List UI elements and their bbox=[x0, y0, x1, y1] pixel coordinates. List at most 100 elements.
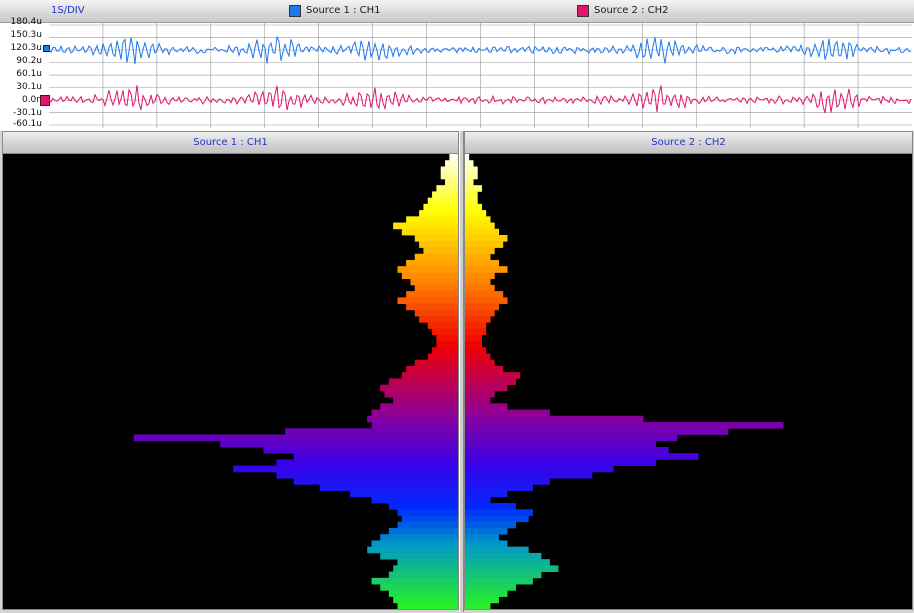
right-spectrum-plot[interactable] bbox=[465, 154, 912, 610]
spectrum-bar bbox=[293, 478, 459, 485]
spectrum-bar bbox=[465, 340, 482, 348]
spectrum-bar bbox=[414, 235, 458, 242]
y-tick: 30.1u bbox=[16, 82, 42, 92]
spectrum-bar bbox=[427, 322, 459, 329]
source2-legend-label: Source 2 : CH2 bbox=[594, 5, 669, 16]
ch2-color-swatch[interactable] bbox=[577, 5, 589, 17]
spectrum-bar bbox=[432, 328, 458, 336]
waveform-plot[interactable] bbox=[49, 22, 912, 128]
y-tick: 150.3u bbox=[10, 30, 42, 40]
spectrum-bar bbox=[465, 372, 521, 379]
spectrum-bar bbox=[465, 166, 478, 174]
spectrum-bar bbox=[436, 185, 458, 192]
spectrum-bar bbox=[367, 546, 459, 554]
spectrum-bar bbox=[465, 328, 487, 336]
spectrum-bar bbox=[427, 197, 459, 205]
spectrum-bar bbox=[465, 309, 495, 317]
ch1-offset-marker[interactable] bbox=[43, 45, 50, 52]
spectrum-bar bbox=[423, 203, 459, 211]
spectrum-bar bbox=[432, 191, 458, 199]
spectrum-bar bbox=[436, 340, 458, 348]
spectrum-bar bbox=[465, 509, 533, 516]
spectrum-bar bbox=[233, 465, 459, 473]
spectrum-bar bbox=[465, 185, 482, 192]
spectrum-bar bbox=[371, 422, 459, 429]
spectrum-bar bbox=[393, 596, 458, 604]
spectrum-bar bbox=[465, 552, 542, 560]
spectrum-bar bbox=[465, 577, 533, 585]
spectrum-bar bbox=[397, 509, 458, 516]
spectrum-bar bbox=[276, 471, 458, 479]
waveform-header: 1S/DIV Source 1 : CH1 Source 2 : CH2 bbox=[0, 0, 914, 23]
spectrum-bar bbox=[465, 235, 508, 242]
spectrum-bar bbox=[393, 222, 458, 230]
spectrum-bar bbox=[465, 515, 529, 523]
spectrum-bar bbox=[465, 284, 495, 292]
spectrum-bar bbox=[406, 259, 459, 267]
spectrum-bar bbox=[371, 540, 459, 548]
spectrum-bar bbox=[465, 521, 516, 529]
spectrum-bar bbox=[465, 415, 644, 423]
spectrum-bar bbox=[419, 210, 458, 217]
spectrum-bar bbox=[445, 160, 459, 167]
spectrum-bar bbox=[465, 154, 470, 161]
spectrum-panel-left: Source 1 : CH1 bbox=[2, 131, 459, 610]
spectrum-bar bbox=[401, 272, 459, 280]
time-division-label[interactable]: 1S/DIV bbox=[51, 5, 85, 16]
spectrum-bar bbox=[465, 409, 550, 417]
left-spectrum-title: Source 1 : CH1 bbox=[3, 132, 458, 154]
spectrum-bar bbox=[465, 478, 550, 485]
right-spectrum-title: Source 2 : CH2 bbox=[465, 132, 912, 154]
spectrum-panel-right: Source 2 : CH2 bbox=[464, 131, 913, 610]
spectrum-bar bbox=[388, 503, 459, 510]
spectrum-bar bbox=[465, 440, 657, 448]
spectrum-bar bbox=[465, 303, 499, 311]
spectrum-bar bbox=[465, 216, 491, 223]
spectrum-bar bbox=[465, 390, 495, 398]
spectrum-bar bbox=[380, 552, 458, 560]
y-tick: 180.4u bbox=[10, 17, 42, 27]
spectrum-bar bbox=[401, 372, 459, 379]
spectrum-bar bbox=[393, 397, 458, 404]
spectrum-bar bbox=[440, 172, 459, 180]
spectrum-bar bbox=[414, 284, 458, 292]
spectrum-bar bbox=[465, 228, 499, 236]
y-tick: 120.3u bbox=[10, 43, 42, 53]
spectrum-bar bbox=[465, 272, 495, 280]
spectrum-bar bbox=[465, 471, 593, 479]
source1-legend-label: Source 1 : CH1 bbox=[306, 5, 381, 16]
spectrum-bar bbox=[397, 297, 458, 304]
spectrum-bar bbox=[465, 428, 729, 435]
panel-splitter[interactable] bbox=[459, 131, 464, 612]
spectrum-bar bbox=[465, 559, 550, 566]
spectrum-bar bbox=[436, 334, 458, 342]
spectrum-bar bbox=[419, 316, 458, 323]
spectrum-bar bbox=[449, 154, 458, 161]
spectrum-bar bbox=[220, 440, 458, 448]
spectrum-bar bbox=[380, 584, 458, 591]
left-spectrum-plot[interactable] bbox=[3, 154, 459, 610]
spectrum-bar bbox=[397, 559, 458, 566]
spectrum-bar bbox=[465, 490, 508, 498]
spectrum-bar bbox=[465, 253, 491, 261]
ch1-color-swatch[interactable] bbox=[289, 5, 301, 17]
spectrum-bar bbox=[465, 197, 478, 205]
spectrum-bar bbox=[465, 459, 657, 467]
spectrum-bar bbox=[397, 521, 458, 529]
spectrum-bar bbox=[410, 278, 458, 286]
spectrum-bar bbox=[388, 590, 459, 597]
spectrum-bar bbox=[465, 160, 474, 167]
spectrum-bar bbox=[465, 203, 482, 211]
spectrum-bar bbox=[393, 565, 458, 572]
y-tick: 90.2u bbox=[16, 56, 42, 66]
spectrum-bar bbox=[406, 303, 459, 311]
spectrum-bar bbox=[465, 484, 533, 491]
spectrum-bar bbox=[465, 434, 678, 442]
spectrum-bar bbox=[406, 291, 459, 298]
spectrum-bar bbox=[465, 590, 508, 597]
spectrum-bar bbox=[423, 247, 459, 255]
spectrum-bar bbox=[465, 565, 559, 572]
spectrum-bar bbox=[401, 515, 459, 523]
spectrum-bar bbox=[414, 309, 458, 317]
spectrum-bar bbox=[465, 378, 516, 386]
